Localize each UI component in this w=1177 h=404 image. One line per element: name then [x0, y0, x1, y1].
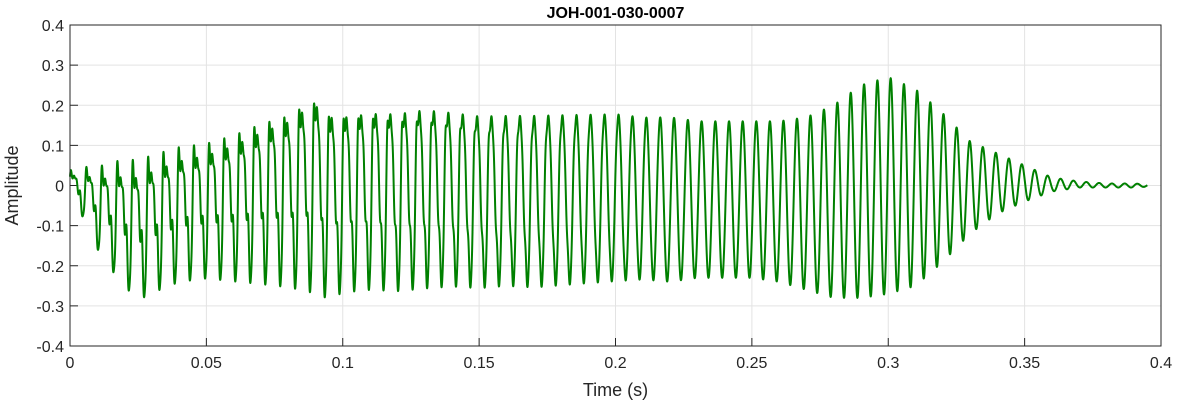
x-tick-label: 0 — [66, 355, 75, 372]
y-tick-label: 0.4 — [42, 18, 64, 35]
x-tick-label: 0.35 — [1009, 355, 1040, 372]
y-tick-label: 0.2 — [42, 98, 64, 115]
y-tick-label: 0.1 — [42, 138, 64, 155]
x-axis-label: Time (s) — [583, 380, 648, 400]
y-tick-label: -0.4 — [36, 339, 64, 356]
chart-title: JOH-001-030-0007 — [547, 5, 685, 22]
y-tick-label: -0.1 — [36, 219, 64, 236]
x-tick-label: 0.4 — [1150, 355, 1172, 372]
y-tick-label: -0.3 — [36, 299, 64, 316]
x-tick-label: 0.15 — [464, 355, 495, 372]
amplitude-waveform — [69, 77, 1149, 299]
y-axis-label: Amplitude — [2, 145, 22, 225]
x-tick-label: 0.1 — [332, 355, 354, 372]
x-tick-label: 0.25 — [736, 355, 767, 372]
y-tick-label: -0.2 — [36, 259, 64, 276]
y-tick-label: 0 — [55, 179, 64, 196]
y-axis-ticks: -0.4 -0.3 -0.2 -0.1 0 0.1 0.2 0.3 0.4 — [36, 18, 78, 356]
x-tick-label: 0.2 — [604, 355, 626, 372]
x-tick-label: 0.3 — [877, 355, 899, 372]
x-tick-label: 0.05 — [191, 355, 222, 372]
x-axis-ticks: 0 0.05 0.1 0.15 0.2 0.25 0.3 0.35 0.4 — [66, 338, 1172, 372]
y-tick-label: 0.3 — [42, 58, 64, 75]
plot-frame — [69, 24, 1162, 347]
